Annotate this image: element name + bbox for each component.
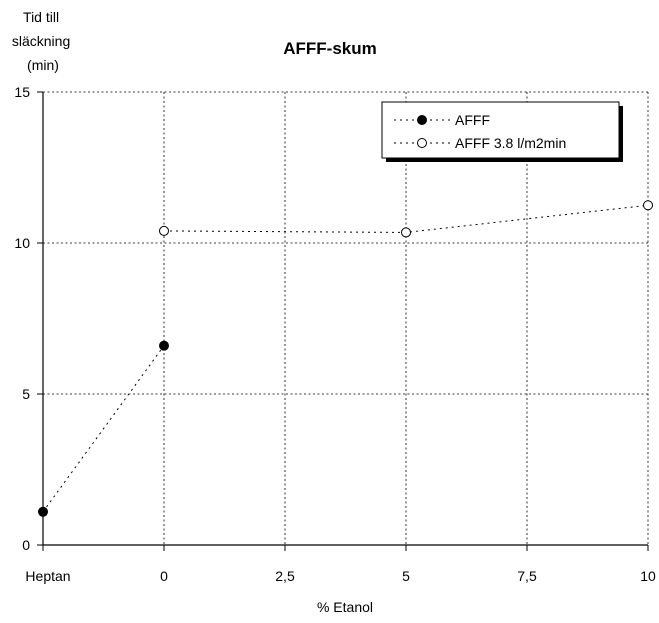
y-axis-label-line: Tid till (23, 9, 59, 25)
data-point-afff (159, 340, 169, 351)
data-point-afff-38 (643, 200, 653, 211)
x-tick-label: 5 (402, 568, 410, 584)
x-tick-label: 7,5 (517, 568, 537, 584)
axes (42, 91, 649, 546)
y-tick-label: 0 (22, 537, 30, 553)
y-tick-label: 10 (14, 235, 30, 251)
series-layer (38, 200, 653, 517)
legend: AFFF AFFF 3.8 l/m2min (381, 101, 623, 162)
y-tick-label: 5 (22, 386, 30, 402)
data-point-afff-38 (401, 227, 411, 238)
y-axis-label: Tid till släckning (min) (12, 9, 74, 73)
ticks: 0 5 10 15 Heptan 0 2,5 5 7,5 10 (14, 84, 656, 584)
legend-box (381, 101, 620, 159)
data-point-afff (38, 506, 48, 517)
x-tick-label: Heptan (25, 568, 70, 584)
y-axis-label-line: (min) (27, 57, 59, 73)
grid (43, 92, 648, 545)
legend-label-afff-38: AFFF 3.8 l/m2min (455, 135, 566, 151)
chart-title: AFFF-skum (283, 39, 377, 58)
legend-marker-afff-38 (417, 138, 427, 148)
series-line-0 (42, 345, 165, 513)
legend-label-afff: AFFF (455, 112, 490, 128)
legend-marker-afff (417, 115, 427, 125)
y-axis-label-line: släckning (12, 33, 70, 49)
x-axis-label: % Etanol (317, 599, 373, 615)
y-tick-label: 15 (14, 84, 30, 100)
x-tick-label: 10 (640, 568, 656, 584)
x-tick-label: 2,5 (275, 568, 295, 584)
x-tick-label: 0 (160, 568, 168, 584)
data-point-afff-38 (159, 225, 169, 236)
